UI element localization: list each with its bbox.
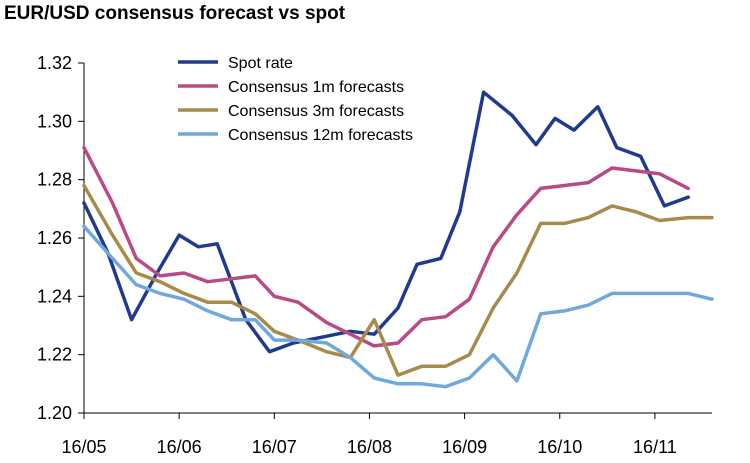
x-tick-label: 16/08 [347,437,392,457]
x-tick-label: 16/06 [157,437,202,457]
y-tick-label: 1.30 [37,111,72,131]
legend-label: Spot rate [228,55,293,72]
x-tick-label: 16/07 [252,437,297,457]
x-tick-label: 16/10 [537,437,582,457]
axes [78,62,712,419]
y-tick-label: 1.32 [37,53,72,73]
series-line-2 [82,145,690,348]
x-tick-label: 16/05 [61,437,106,457]
series-line-4 [82,224,714,389]
series-lines [82,90,714,389]
series-line-1 [82,90,690,354]
y-tick-label: 1.28 [37,170,72,190]
legend-label: Consensus 3m forecasts [228,103,404,120]
legend-label: Consensus 12m forecasts [228,127,413,144]
legend-label: Consensus 1m forecasts [228,79,404,96]
series-line-3 [82,183,714,377]
x-tick-label: 16/09 [442,437,487,457]
y-tick-label: 1.22 [37,345,72,365]
y-tick-label: 1.20 [37,403,72,423]
y-tick-label: 1.26 [37,228,72,248]
x-tick-labels: 16/05 16/06 16/07 16/08 16/09 16/10 16/11 [61,437,676,457]
x-tick-label: 16/11 [633,437,677,457]
y-tick-label: 1.24 [37,286,72,306]
chart-title: EUR/USD consensus forecast vs spot [4,3,346,24]
y-tick-labels: 1.20 1.22 1.24 1.26 1.28 1.30 1.32 [37,53,72,423]
legend: Spot rate Consensus 1m forecasts Consensus… [178,55,413,144]
